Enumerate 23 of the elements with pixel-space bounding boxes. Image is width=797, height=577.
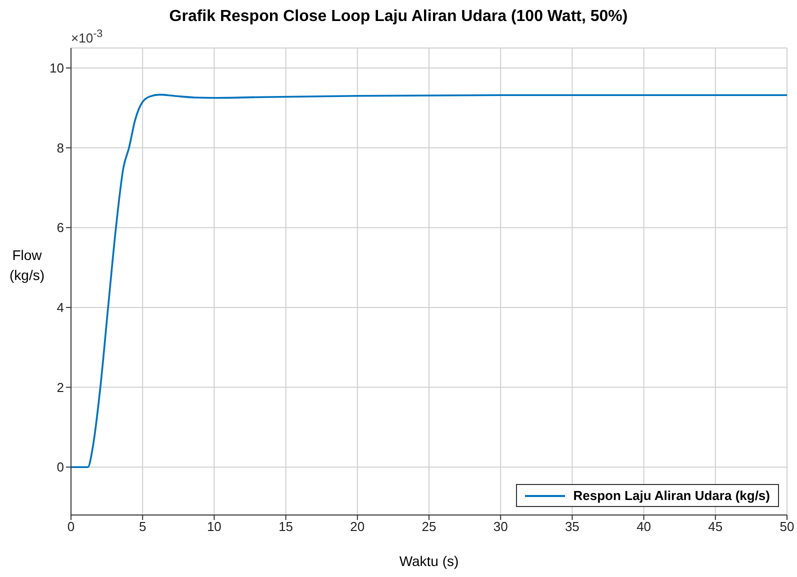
x-tick-label: 0 <box>67 519 75 534</box>
y-tick-label: 2 <box>56 380 64 395</box>
y-tick-label: 8 <box>56 140 64 156</box>
x-tick-label: 20 <box>350 519 365 534</box>
y-tick-label: 4 <box>56 300 64 316</box>
text: ×10$^{-3}$ <box>71 28 103 46</box>
chart-title: Grafik Respon Close Loop Laju Aliran Udara (100 Watt, 50%) <box>168 8 629 26</box>
y-tick-label: 0 <box>56 460 64 475</box>
x-axis-title: Waktu (s) <box>398 553 460 569</box>
x-tick-label: 25 <box>422 519 436 534</box>
legend-label: Respon Laju Aliran Udara (kg/s) <box>573 488 770 503</box>
x-tick-label: 50 <box>780 519 794 534</box>
y-axis-title: Flow (kg/s) <box>8 246 46 285</box>
x-tick-label: 10 <box>206 519 222 534</box>
x-tick-label: 35 <box>564 519 580 534</box>
y-tick-label: 10 <box>50 60 64 76</box>
x-tick-label: 15 <box>278 519 294 534</box>
line-series <box>71 94 787 468</box>
x-tick-label: 40 <box>636 519 652 534</box>
x-tick-label: 30 <box>493 519 508 534</box>
x-tick-label: 45 <box>708 519 723 534</box>
y-tick-label: 6 <box>56 220 64 236</box>
x-tick-label: 5 <box>138 519 146 534</box>
